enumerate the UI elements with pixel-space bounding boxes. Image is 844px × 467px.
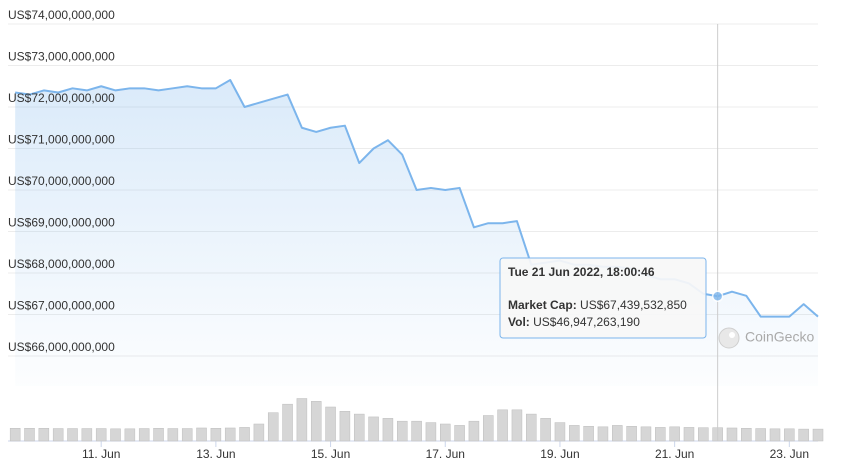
volume-bar (755, 428, 766, 442)
tooltip-market-cap: Market Cap: US$67,439,532,850 (508, 298, 687, 312)
volume-bar (612, 425, 623, 442)
volume-bar (181, 428, 193, 442)
x-tick-label: 13. Jun (196, 447, 235, 461)
volume-bar (110, 428, 121, 442)
y-tick-label: US$70,000,000,000 (8, 174, 115, 188)
volume-bar (167, 428, 179, 442)
y-tick-label: US$68,000,000,000 (8, 257, 115, 271)
volume-bar (669, 426, 680, 442)
volume-bar (411, 420, 422, 442)
volume-bar (253, 423, 265, 442)
volume-bar (483, 415, 494, 442)
volume-bar (784, 428, 795, 442)
volume-bar (124, 428, 136, 442)
volume-bar (812, 428, 824, 442)
y-tick-label: US$66,000,000,000 (8, 340, 115, 354)
tooltip-value: US$46,947,263,190 (533, 315, 640, 329)
volume-bar (353, 413, 365, 442)
x-tick-label: 23. Jun (770, 447, 809, 461)
volume-bar (310, 401, 322, 442)
x-tick-label: 15. Jun (311, 447, 350, 461)
volume-bar (153, 428, 164, 442)
area-fill (15, 80, 818, 387)
volume-bar (396, 420, 408, 442)
y-tick-label: US$67,000,000,000 (8, 299, 115, 313)
volume-bar (440, 423, 451, 442)
hover-point (711, 290, 724, 303)
volume-bar (52, 428, 64, 442)
watermark-logo-eye (729, 332, 735, 338)
volume-bar (210, 428, 222, 442)
volume-bar (81, 428, 93, 442)
tooltip-vol: Vol: US$46,947,263,190 (508, 315, 640, 329)
tooltip-label: Market Cap: (508, 298, 577, 312)
watermark: CoinGecko (718, 327, 814, 349)
volume-bar (267, 412, 279, 442)
volume-bar (497, 409, 508, 442)
volume-bar (798, 428, 809, 442)
tooltip-value: US$67,439,532,850 (580, 298, 687, 312)
volume-bar (569, 425, 580, 442)
volume-bar (540, 418, 551, 442)
volume-bar (526, 413, 537, 442)
volume-bar (454, 425, 465, 442)
y-tick-label: US$69,000,000,000 (8, 216, 115, 230)
volume-bar (196, 427, 207, 442)
volume-bar (554, 422, 566, 442)
tooltip-box (499, 257, 707, 339)
volume-bar (583, 426, 594, 442)
volume-bar (683, 427, 695, 442)
volume-bar (655, 427, 666, 442)
volume-bar (698, 427, 709, 442)
volume-bar (339, 411, 351, 442)
volume-bar (468, 420, 480, 442)
watermark-logo (718, 327, 740, 349)
volume-bar (95, 428, 107, 442)
volume-bar (368, 416, 379, 442)
volume-bar (769, 428, 781, 442)
volume-bar (626, 426, 637, 442)
y-tick-label: US$73,000,000,000 (8, 50, 115, 64)
volume-bar (741, 428, 752, 442)
volume-bar (425, 422, 437, 442)
volume-bar (296, 398, 308, 442)
x-tick-label: 19. Jun (540, 447, 579, 461)
volume-bar (38, 428, 50, 442)
y-tick-label: US$72,000,000,000 (8, 91, 115, 105)
volume-bar (382, 418, 394, 442)
y-tick-label: US$71,000,000,000 (8, 133, 115, 147)
watermark-text: CoinGecko (745, 329, 814, 345)
volume-bar (640, 426, 652, 442)
volume-bar (67, 428, 78, 442)
x-tick-label: 21. Jun (655, 447, 694, 461)
volume-bar (9, 428, 21, 442)
tooltip-title: Tue 21 Jun 2022, 18:00:46 (508, 265, 655, 279)
volume-bar (138, 428, 150, 442)
volume-bar (282, 403, 293, 442)
x-tick-label: 17. Jun (426, 447, 465, 461)
tooltip-label: Vol: (508, 315, 530, 329)
y-tick-label: US$74,000,000,000 (8, 8, 115, 22)
volume-bar (224, 427, 236, 442)
volume-bar (239, 427, 250, 442)
volume-bar (325, 406, 336, 442)
x-tick-label: 11. Jun (82, 447, 120, 461)
volume-bar (597, 426, 609, 442)
volume-bar (726, 427, 738, 442)
volume-bar (24, 428, 35, 442)
volume-bar (511, 409, 523, 442)
tooltip: Tue 21 Jun 2022, 18:00:46 Market Cap: US… (499, 257, 707, 339)
